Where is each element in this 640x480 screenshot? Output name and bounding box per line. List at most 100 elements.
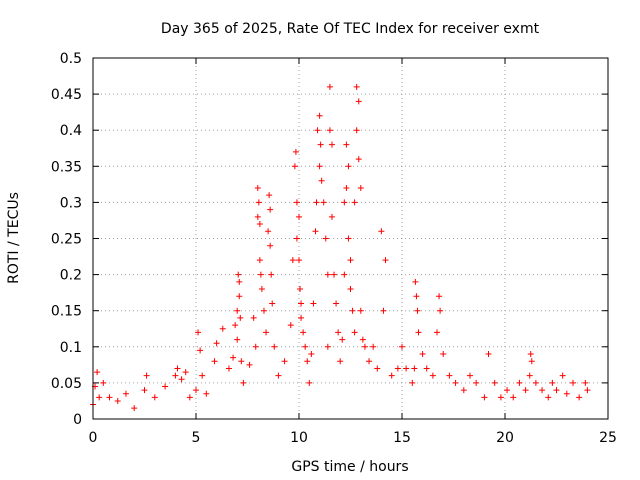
data-point bbox=[293, 235, 300, 242]
data-point bbox=[312, 228, 319, 235]
data-point bbox=[359, 336, 366, 343]
data-point bbox=[382, 257, 389, 264]
data-point bbox=[324, 343, 331, 350]
data-point bbox=[341, 271, 348, 278]
data-point bbox=[267, 206, 274, 213]
y-tick-label: 0.3 bbox=[60, 195, 82, 211]
data-point bbox=[545, 394, 552, 401]
data-point bbox=[510, 394, 517, 401]
data-point bbox=[347, 286, 354, 293]
data-point bbox=[357, 184, 364, 191]
data-point bbox=[195, 329, 202, 336]
data-point bbox=[576, 394, 583, 401]
data-point bbox=[409, 379, 416, 386]
grid bbox=[93, 58, 608, 419]
y-tick-label: 0.45 bbox=[51, 87, 82, 103]
data-point bbox=[316, 163, 323, 170]
data-point bbox=[559, 372, 566, 379]
data-point bbox=[343, 141, 350, 148]
data-point bbox=[549, 379, 556, 386]
data-point bbox=[412, 278, 419, 285]
data-point bbox=[460, 387, 467, 394]
data-point bbox=[172, 372, 179, 379]
data-point bbox=[300, 329, 307, 336]
data-point bbox=[351, 199, 358, 206]
y-tick-label: 0.5 bbox=[60, 51, 82, 67]
data-point bbox=[297, 286, 304, 293]
data-point bbox=[306, 379, 313, 386]
data-point bbox=[353, 127, 360, 134]
y-axis-label: ROTI / TECUs bbox=[6, 192, 22, 284]
data-point bbox=[317, 141, 324, 148]
data-point bbox=[141, 387, 148, 394]
data-point bbox=[326, 83, 333, 90]
data-point bbox=[349, 307, 356, 314]
data-point bbox=[289, 257, 296, 264]
data-point bbox=[328, 213, 335, 220]
data-point bbox=[308, 351, 315, 358]
data-point bbox=[345, 235, 352, 242]
data-point bbox=[304, 358, 311, 365]
data-point bbox=[380, 307, 387, 314]
data-point bbox=[275, 372, 282, 379]
data-point bbox=[246, 361, 253, 368]
data-point bbox=[240, 379, 247, 386]
data-point bbox=[254, 184, 261, 191]
data-point bbox=[203, 390, 210, 397]
y-tick-label: 0.25 bbox=[51, 232, 82, 248]
data-point bbox=[394, 365, 401, 372]
data-point bbox=[238, 358, 245, 365]
data-point bbox=[388, 372, 395, 379]
data-point bbox=[225, 365, 232, 372]
data-point bbox=[553, 387, 560, 394]
data-point bbox=[318, 177, 325, 184]
data-point bbox=[236, 278, 243, 285]
y-tick-label: 0.35 bbox=[51, 159, 82, 175]
data-point bbox=[563, 390, 570, 397]
data-point bbox=[143, 372, 150, 379]
data-point bbox=[182, 369, 189, 376]
data-point bbox=[265, 228, 272, 235]
data-point bbox=[413, 293, 420, 300]
data-point bbox=[415, 329, 422, 336]
data-point bbox=[378, 228, 385, 235]
data-point bbox=[114, 397, 121, 404]
data-point bbox=[94, 369, 101, 376]
data-point bbox=[341, 199, 348, 206]
data-point bbox=[267, 242, 274, 249]
data-point bbox=[481, 394, 488, 401]
data-point bbox=[419, 351, 426, 358]
data-point bbox=[298, 314, 305, 321]
y-tick-label: 0 bbox=[73, 412, 82, 428]
data-point bbox=[423, 365, 430, 372]
data-point bbox=[122, 390, 129, 397]
data-point bbox=[96, 394, 103, 401]
data-point bbox=[268, 271, 275, 278]
data-point bbox=[370, 343, 377, 350]
data-point bbox=[347, 257, 354, 264]
data-point bbox=[256, 257, 263, 264]
x-axis-label: GPS time / hours bbox=[291, 459, 408, 475]
data-point bbox=[320, 199, 327, 206]
data-point bbox=[291, 163, 298, 170]
data-point bbox=[351, 329, 358, 336]
y-tick-label: 0.4 bbox=[60, 123, 82, 139]
data-point bbox=[582, 379, 589, 386]
data-point bbox=[339, 336, 346, 343]
x-tick-label: 25 bbox=[599, 430, 617, 446]
y-tick-label: 0.15 bbox=[51, 304, 82, 320]
data-point bbox=[429, 372, 436, 379]
data-point bbox=[328, 141, 335, 148]
data-point bbox=[314, 127, 321, 134]
data-point bbox=[287, 322, 294, 329]
data-point bbox=[254, 213, 261, 220]
data-point bbox=[281, 358, 288, 365]
data-point bbox=[504, 387, 511, 394]
data-point bbox=[569, 379, 576, 386]
data-point bbox=[516, 379, 523, 386]
data-point bbox=[473, 379, 480, 386]
data-point bbox=[446, 372, 453, 379]
data-point bbox=[219, 325, 226, 332]
data-point bbox=[211, 358, 218, 365]
data-point bbox=[266, 192, 273, 199]
